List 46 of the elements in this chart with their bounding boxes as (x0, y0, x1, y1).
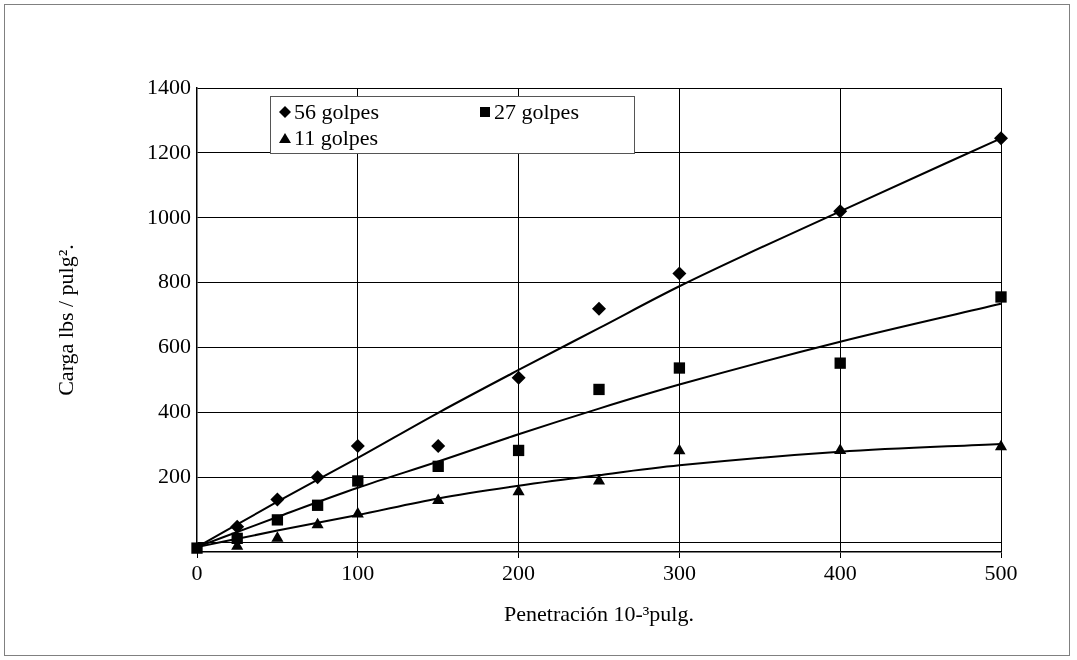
legend-label: 11 golpes (294, 125, 379, 151)
point (834, 357, 846, 369)
y-tick-label: 1200 (147, 138, 191, 164)
point (834, 443, 847, 454)
point (673, 443, 686, 455)
point (191, 542, 203, 554)
point (270, 492, 285, 507)
point (271, 514, 284, 526)
y-tick-label: 1400 (147, 73, 191, 99)
point (432, 460, 444, 472)
x-tick-label: 200 (502, 559, 536, 585)
legend-label: 27 golpes (494, 99, 579, 125)
point (995, 291, 1007, 303)
x-tick-label: 300 (662, 559, 696, 585)
point (994, 131, 1008, 146)
point (833, 204, 848, 219)
y-tick-label: 1000 (147, 203, 191, 229)
point (311, 499, 324, 511)
x-tick-label: 100 (341, 559, 375, 585)
point (311, 517, 324, 529)
point (350, 438, 365, 453)
point (271, 531, 284, 542)
x-tick-label: 400 (823, 559, 857, 585)
point (511, 370, 526, 385)
point (351, 507, 364, 518)
x-axis-title: Penetración 10-³pulg. (504, 600, 694, 626)
y-tick-label: 800 (158, 268, 191, 294)
x-tick-label: 500 (984, 559, 1018, 585)
y-axis-title: Carga lbs / pulg². (52, 244, 78, 396)
point (592, 301, 606, 316)
point (352, 475, 364, 487)
y-tick-label: 200 (158, 463, 191, 489)
legend-label: 56 golpes (294, 99, 379, 125)
point (673, 362, 686, 374)
point (672, 266, 687, 281)
point (512, 444, 525, 457)
point (432, 493, 445, 504)
point (231, 532, 243, 545)
point (593, 383, 605, 396)
point (230, 519, 245, 534)
y-tick-label: 600 (158, 333, 191, 359)
point (994, 439, 1008, 451)
x-tick-label: 0 (191, 559, 203, 585)
point (431, 438, 446, 453)
point (310, 470, 325, 485)
y-tick-label: 400 (158, 398, 191, 424)
